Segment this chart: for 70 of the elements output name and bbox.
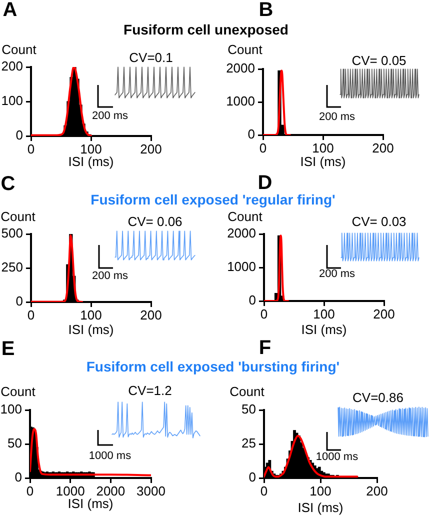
x-tick-label: 2000 xyxy=(96,483,126,498)
text: CV= 0.05 xyxy=(352,52,406,68)
y-tick-label: 2000 xyxy=(227,226,256,241)
x-axis-title: ISI (ms) xyxy=(68,154,114,170)
x-axis-title: ISI (ms) xyxy=(300,154,346,170)
x-tick-label: 100 xyxy=(312,140,334,156)
text: F xyxy=(258,337,272,359)
y-tick-label: 0 xyxy=(14,470,22,485)
y-axis-title: Count xyxy=(228,208,262,224)
y-tick-label: 50 xyxy=(242,402,256,417)
y-axis-title: Count xyxy=(228,42,262,58)
annotation: 1000 ms xyxy=(88,450,132,462)
y-tick-label: 2000 xyxy=(226,60,255,76)
text: C xyxy=(0,173,16,195)
x-tick-label: 3000 xyxy=(136,483,166,498)
text: Fusiform cell exposed 'regular firing' xyxy=(90,191,336,208)
x-tick-label: 200 xyxy=(140,307,162,322)
y-tick-label: 250 xyxy=(1,260,23,275)
x-axis-title: ISI (ms) xyxy=(298,500,344,516)
annotation: 200 ms xyxy=(92,110,128,122)
text: E xyxy=(1,338,15,360)
x-axis-title: ISI (ms) xyxy=(68,496,114,512)
x-tick-label: 200 xyxy=(372,140,394,156)
x-tick-label: 0 xyxy=(260,483,268,498)
y-tick-label: 100 xyxy=(1,93,23,108)
text: CV= 0.03 xyxy=(352,214,406,230)
text: Fusiform cell unexposed xyxy=(124,21,288,38)
annotation: 200 ms xyxy=(318,268,356,280)
x-axis-title: ISI (ms) xyxy=(301,322,347,338)
y-tick-label: 0 xyxy=(248,292,256,308)
y-axis-title: Count xyxy=(230,384,264,400)
y-tick-label: 0 xyxy=(16,294,23,309)
text: CV=0.1 xyxy=(129,50,173,66)
text: CV=0.86 xyxy=(352,390,404,406)
y-tick-label: 0 xyxy=(16,128,23,143)
text: CV=1.2 xyxy=(128,382,172,398)
text: B xyxy=(258,0,274,21)
x-tick-label: 1000 xyxy=(56,483,85,498)
y-tick-label: 0 xyxy=(248,470,256,485)
annotation: 200 ms xyxy=(318,110,356,124)
x-axis-title: ISI (ms) xyxy=(68,322,114,338)
y-tick-label: 0 xyxy=(248,126,255,142)
x-tick-label: 0 xyxy=(26,483,34,498)
x-tick-label: 0 xyxy=(27,307,35,322)
y-axis-title: Count xyxy=(2,42,36,58)
x-tick-label: 100 xyxy=(80,307,102,322)
text: Fusiform cell exposed 'bursting firing' xyxy=(86,358,340,375)
x-tick-label: 0 xyxy=(260,306,268,322)
annotation: 1000 ms xyxy=(316,450,358,464)
y-tick-label: 1000 xyxy=(227,259,256,274)
y-tick-label: 50 xyxy=(8,436,22,451)
x-tick-label: 200 xyxy=(140,141,162,156)
x-tick-label: 100 xyxy=(80,141,102,156)
y-axis-title: Count xyxy=(0,208,36,224)
x-tick-label: 0 xyxy=(27,141,35,156)
x-tick-label: 100 xyxy=(310,483,332,498)
x-tick-label: 200 xyxy=(373,306,395,322)
x-tick-label: 100 xyxy=(313,306,335,322)
x-tick-label: 200 xyxy=(366,483,388,498)
y-tick-label: 1000 xyxy=(226,94,255,109)
y-tick-label: 500 xyxy=(1,226,23,241)
y-tick-label: 100 xyxy=(0,402,22,417)
y-tick-label: 25 xyxy=(242,436,256,451)
text: CV= 0.06 xyxy=(128,214,182,230)
y-axis-title: Count xyxy=(0,384,36,400)
y-tick-label: 200 xyxy=(1,58,23,74)
x-tick-label: 0 xyxy=(259,140,267,156)
text: A xyxy=(2,0,18,21)
text: D xyxy=(258,172,272,194)
annotation: 200 ms xyxy=(92,270,128,282)
